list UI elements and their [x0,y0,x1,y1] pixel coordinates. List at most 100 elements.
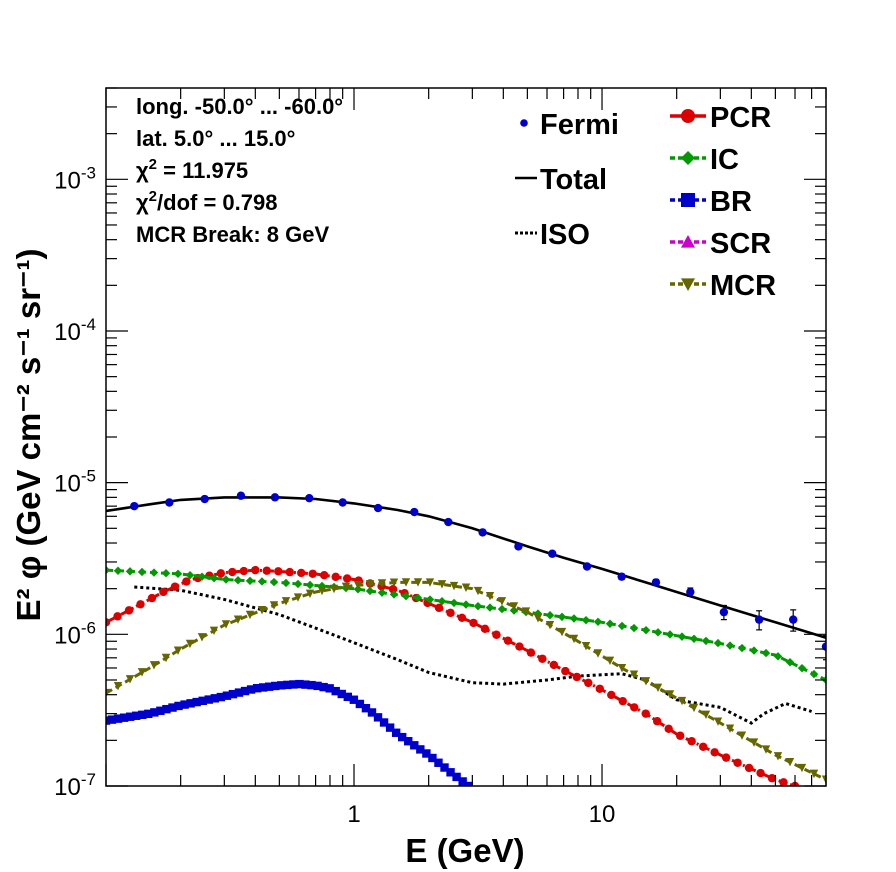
y-tick-label-base: 10 [54,319,81,346]
series-mcr-point [137,668,147,677]
legend-scr-marker [681,235,695,248]
series-ic-point [677,632,687,641]
series-br-point [301,680,310,689]
legend-ic-marker [681,151,695,165]
series-ic-point [617,621,627,631]
y-tick-label: 10-6 [54,618,96,649]
info-line: MCR Break: 8 GeV [136,222,330,247]
series-mcr-point [257,606,267,615]
series-br-point [397,732,407,742]
series-mcr-point [785,757,795,767]
series-mcr-point [629,670,639,679]
series-ic-point [737,643,747,653]
series-pcr-point [630,703,639,712]
y-tick-label-base: 10 [54,622,81,649]
series-ic-point [665,630,675,639]
series-br-point [240,686,250,696]
series-ic-point [461,600,471,609]
series-pcr-point [503,636,513,645]
series-pcr-point [584,678,593,688]
series-ic-point [761,648,771,658]
y-tick-label: 10-7 [54,770,96,801]
series-pcr-point [721,753,731,762]
series-pcr-point [319,571,329,580]
series-br-point [271,681,280,691]
fermi-point [373,503,383,513]
series-br-point [162,704,171,714]
series-pcr-point [744,763,754,773]
series-ic-point [173,569,183,579]
series-br-point [391,728,401,737]
series-pcr-point [675,731,685,740]
series-br-point [373,713,383,722]
series-pcr-point [147,593,157,603]
series-mcr-point [653,683,663,693]
series-pcr-point [274,567,283,576]
series-mcr-point [617,663,627,673]
series-br-point [458,777,467,786]
series-br-point [228,689,238,699]
series-pcr-point [653,717,662,726]
series-br-point [337,689,346,699]
series-br-point [258,683,268,692]
series-ic-point [449,598,459,608]
series-ic-point [106,565,111,575]
series-br-point [277,681,286,690]
series-mcr-point [605,656,615,666]
series-br-point [283,680,292,690]
series-br-point [379,718,389,727]
fermi-point [305,493,314,503]
series-mcr-point [449,581,459,591]
series-pcr-point [159,587,168,597]
series-mcr-point [701,710,711,720]
x-tick-label: 10 [589,801,616,828]
series-mcr-point [341,582,351,592]
y-tick-label-exp: -7 [81,770,96,789]
y-tick-label-exp: -4 [81,315,96,334]
series-pcr-point [641,709,650,718]
series-mcr-point [737,731,747,740]
series-mcr-point [317,586,327,596]
series-br-point [144,709,153,719]
series-br-point [307,680,316,690]
series-mcr-point [713,717,723,726]
series-mcr-point [401,578,411,587]
series-mcr-point [821,775,826,784]
series-br-point [416,745,425,754]
series-ic-point [209,573,219,583]
info-text-sup: 2 [149,156,157,173]
y-tick-label-exp: -5 [81,467,96,486]
legend-br-label: BR [710,186,752,218]
series-br-point [192,697,201,707]
fermi-point [789,615,798,624]
series-mcr-point [329,584,339,594]
series-pcr-point [618,696,627,706]
series-iso-line [134,585,813,725]
series-ic-point [377,588,387,597]
series-br-point [216,692,226,702]
series-pcr-point [388,584,398,594]
series-br-point [125,712,135,721]
series-ic-point [137,567,147,577]
fermi-point [165,498,174,507]
series-pcr-point [239,566,249,576]
series-mcr-point [533,614,543,623]
series-br-point [107,715,117,724]
series-mcr-point [677,696,687,706]
info-line: χ2 = 11.975 [136,156,248,183]
series-ic-point [389,590,399,599]
fermi-point [582,562,592,571]
series-ic-point [161,569,171,578]
series-br-point [265,682,274,691]
series-br-point [150,708,159,717]
series-mcr-point [569,634,579,644]
series-ic-point [701,636,711,646]
fermi-point [686,587,695,597]
series-mcr-point [197,633,207,642]
series-pcr-point [710,748,719,757]
fermi-point [478,528,487,537]
series-br-point [198,696,207,706]
series-mcr-point [149,661,159,670]
series-mcr-point [233,615,243,624]
series-pcr-point [561,666,570,676]
